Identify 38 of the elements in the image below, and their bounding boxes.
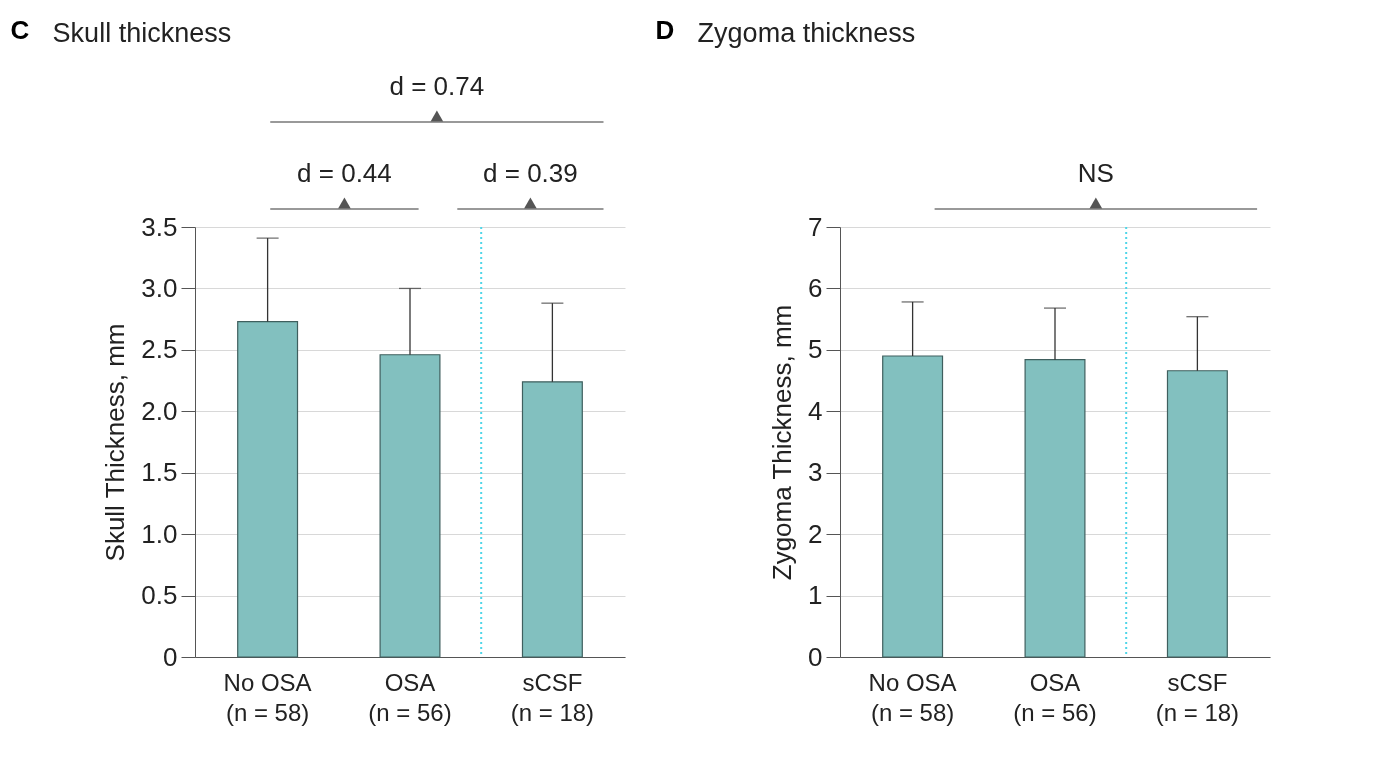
y-tick-label: 1.0 [141,518,178,549]
y-axis-title: Zygoma Thickness, mm [767,304,798,581]
bar [1024,359,1086,658]
bar [379,354,441,658]
y-tick-label: 3 [808,457,823,488]
y-tick-label: 3.0 [141,272,178,303]
bar [237,321,299,658]
text: d = 0.74 [389,71,485,101]
text: C [10,15,30,45]
bar [1166,370,1228,658]
y-axis-title: Skull Thickness, mm [100,323,131,562]
x-tick-label: No OSA (n = 58) [223,668,312,726]
y-tick-label: 3.5 [141,211,178,242]
y-tick-label: 2.0 [141,395,178,426]
x-tick-label: OSA (n = 56) [368,668,452,726]
y-tick-label: 0 [808,641,823,672]
x-tick-label: sCSF (n = 18) [510,668,595,726]
chart-title: Zygoma thickness [697,18,916,48]
y-tick-label: 0.5 [141,580,178,611]
y-tick-label: 1.5 [141,457,178,488]
y-tick-label: 0 [163,641,178,672]
text: D [655,15,675,45]
y-tick-label: 2.5 [141,334,178,365]
y-tick-label: 7 [808,211,823,242]
bar [882,355,944,658]
y-tick-label: 1 [808,580,823,611]
chart-title: Skull thickness [52,18,232,48]
y-tick-label: 4 [808,395,823,426]
x-tick-label: sCSF (n = 18) [1155,668,1240,726]
text: d = 0.39 [483,158,578,188]
x-tick-label: OSA (n = 56) [1013,668,1097,726]
bar [521,381,583,658]
x-tick-label: No OSA (n = 58) [868,668,957,726]
text: NS [1077,158,1114,188]
y-tick-label: 2 [808,518,823,549]
y-tick-label: 5 [808,334,823,365]
text: d = 0.44 [297,158,392,188]
y-tick-label: 6 [808,272,823,303]
